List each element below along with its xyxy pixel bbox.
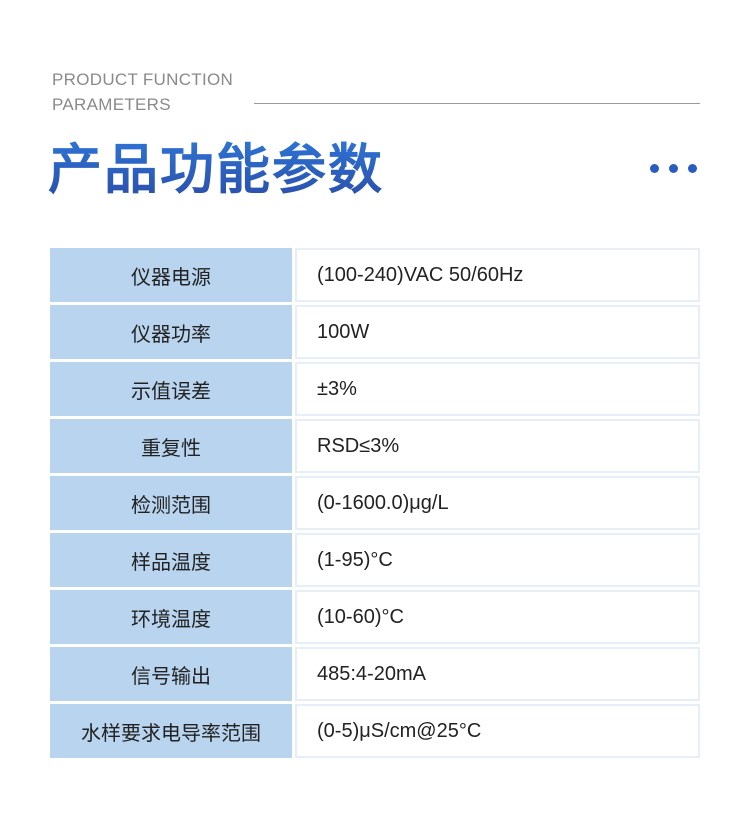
param-value: (0-1600.0)μg/L bbox=[295, 476, 700, 530]
param-label: 重复性 bbox=[50, 419, 292, 473]
param-label: 信号输出 bbox=[50, 647, 292, 701]
table-row: 重复性 RSD≤3% bbox=[50, 419, 700, 473]
page-title: 产品功能参数 bbox=[48, 138, 384, 201]
param-value: (0-5)μS/cm@25°C bbox=[295, 704, 700, 758]
param-label: 样品温度 bbox=[50, 533, 292, 587]
param-label: 水样要求电导率范围 bbox=[50, 704, 292, 758]
table-row: 仪器功率 100W bbox=[50, 305, 700, 359]
english-subtitle: PRODUCT FUNCTION PARAMETERS bbox=[52, 67, 233, 117]
param-value: 485:4-20mA bbox=[295, 647, 700, 701]
subtitle-line-2: PARAMETERS bbox=[52, 95, 171, 114]
table-row: 水样要求电导率范围 (0-5)μS/cm@25°C bbox=[50, 704, 700, 758]
param-label: 示值误差 bbox=[50, 362, 292, 416]
param-label: 仪器功率 bbox=[50, 305, 292, 359]
table-row: 样品温度 (1-95)°C bbox=[50, 533, 700, 587]
table-row: 环境温度 (10-60)°C bbox=[50, 590, 700, 644]
subtitle-line-1: PRODUCT FUNCTION bbox=[52, 70, 234, 89]
param-value: (1-95)°C bbox=[295, 533, 700, 587]
params-table: 仪器电源 (100-240)VAC 50/60Hz 仪器功率 100W 示值误差 ±3% 重… bbox=[50, 248, 700, 761]
table-row: 仪器电源 (100-240)VAC 50/60Hz bbox=[50, 248, 700, 302]
param-value: (10-60)°C bbox=[295, 590, 700, 644]
param-value: ±3% bbox=[295, 362, 700, 416]
param-label: 检测范围 bbox=[50, 476, 292, 530]
param-value: RSD≤3% bbox=[295, 419, 700, 473]
param-label: 环境温度 bbox=[50, 590, 292, 644]
param-value: 100W bbox=[295, 305, 700, 359]
table-row: 检测范围 (0-1600.0)μg/L bbox=[50, 476, 700, 530]
table-row: 信号输出 485:4-20mA bbox=[50, 647, 700, 701]
param-value: (100-240)VAC 50/60Hz bbox=[295, 248, 700, 302]
divider bbox=[254, 103, 700, 104]
param-label: 仪器电源 bbox=[50, 248, 292, 302]
table-row: 示值误差 ±3% bbox=[50, 362, 700, 416]
dots-decoration-icon bbox=[650, 164, 697, 173]
